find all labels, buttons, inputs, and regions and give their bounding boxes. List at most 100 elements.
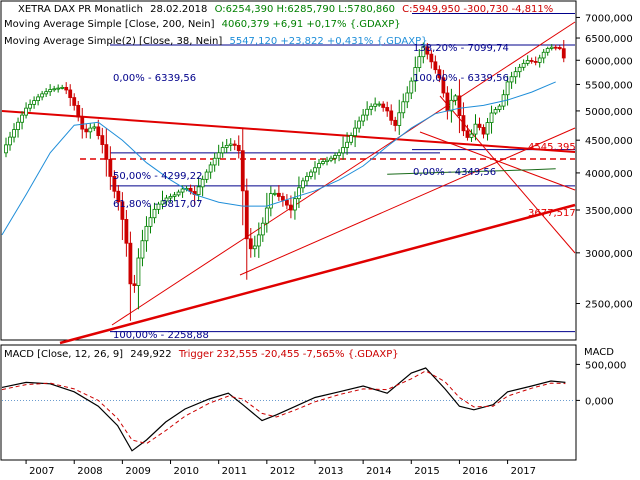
candle-body xyxy=(381,103,386,108)
candle-body xyxy=(353,127,358,136)
candle-body xyxy=(224,144,229,148)
macd-axis-title: MACD xyxy=(584,347,614,358)
price-tick-label: 5500,000 xyxy=(585,80,633,91)
price-tick-label: 3500,000 xyxy=(585,206,633,217)
candle-body xyxy=(232,143,237,146)
channel-upper-line xyxy=(111,21,576,326)
candle-body xyxy=(108,158,113,177)
candle-body xyxy=(433,61,438,71)
candle-body xyxy=(84,128,89,133)
candle-body xyxy=(124,219,129,244)
fib-lines xyxy=(110,13,575,333)
sma200-value: 4060,379 +6,91 +0,17% {.GDAXP} xyxy=(222,19,401,30)
candle-body xyxy=(72,97,77,106)
candle-body xyxy=(497,105,502,110)
candle-body xyxy=(557,47,562,50)
candle-body xyxy=(284,199,289,206)
candle-body xyxy=(369,105,374,110)
long-resistance-line xyxy=(1,110,576,153)
header-date: 28.02.2018 xyxy=(150,4,207,15)
price-tick-label: 6500,000 xyxy=(585,34,633,45)
candle-body xyxy=(425,46,430,55)
candle-body xyxy=(208,164,213,173)
price-tick-label: 6000,000 xyxy=(585,56,633,67)
candle-body xyxy=(132,283,137,286)
candle-body xyxy=(493,109,498,114)
time-tick-label: 2015 xyxy=(414,466,439,477)
candle-body xyxy=(136,257,141,286)
candle-body xyxy=(533,61,538,63)
time-tick-label: 2013 xyxy=(318,466,343,477)
candle-body xyxy=(216,152,221,159)
candle-body xyxy=(389,110,394,121)
candle-body xyxy=(457,95,462,116)
candle-body xyxy=(313,167,317,173)
sma38-name: Moving Average Simple(2) [Close, 38, Nei… xyxy=(4,36,222,47)
candle-body xyxy=(453,95,458,101)
candle-body xyxy=(413,67,418,82)
candle-body xyxy=(96,126,101,136)
candle-body xyxy=(228,143,233,146)
candle-body xyxy=(397,112,402,126)
candle-body xyxy=(429,53,434,63)
candle-body xyxy=(152,208,157,219)
candle-body xyxy=(317,163,321,169)
candle-body xyxy=(128,242,133,285)
candle-body xyxy=(68,89,73,98)
candle-body xyxy=(172,194,177,197)
candle-body xyxy=(469,133,474,138)
candle-body xyxy=(236,144,241,152)
candle-body xyxy=(268,193,273,209)
candle-body xyxy=(441,77,446,94)
candle-body xyxy=(144,225,149,242)
fib-618-label: 61,80% - 3817,07 xyxy=(113,199,202,210)
candles xyxy=(4,40,566,321)
candle-body xyxy=(545,48,550,53)
candle-body xyxy=(36,96,41,102)
candle-body xyxy=(48,89,53,93)
candle-body xyxy=(365,108,370,116)
candle-body xyxy=(248,238,253,250)
candle-body xyxy=(28,103,32,109)
candle-body xyxy=(341,147,345,154)
fib-0-left-label: 0,00% - 6339,56 xyxy=(113,73,196,84)
candle-body xyxy=(264,207,269,224)
candle-body xyxy=(140,240,145,259)
time-axis: 2007 2008 2009 2010 2011 2012 2013 2014 2015 2016… xyxy=(25,460,536,477)
candle-body xyxy=(377,103,382,106)
header-close: C:5949,950 -300,730 -4,811% xyxy=(402,4,553,15)
candle-body xyxy=(549,46,554,49)
candle-body xyxy=(204,171,209,180)
candle-body xyxy=(529,60,534,62)
sma38-legend: Moving Average Simple(2) [Close, 38, Nei… xyxy=(4,36,428,47)
sma38-value: 5547,120 +23,822 +0,431% {.GDAXP} xyxy=(229,36,427,47)
channel-lower-line xyxy=(239,127,576,276)
candle-body xyxy=(80,116,85,130)
candle-body xyxy=(92,126,97,129)
candle-body xyxy=(321,161,325,164)
macd-trigger: Trigger 232,555 -20,455 -7,565% {.GDAXP} xyxy=(178,349,399,360)
sma200-name: Moving Average Simple [Close, 200, Nein] xyxy=(4,19,215,30)
candle-body xyxy=(16,121,20,130)
candle-body xyxy=(180,188,185,193)
candle-body xyxy=(337,152,341,156)
candle-body xyxy=(56,87,61,90)
candle-body xyxy=(88,127,93,133)
candle-body xyxy=(477,123,482,128)
level-4545-label: 4545,395 xyxy=(528,142,576,153)
macd-lines xyxy=(1,367,575,452)
candle-body xyxy=(148,217,153,227)
header-ohlc: O:6254,390 H:6285,790 L:5780,860 xyxy=(215,4,395,15)
candle-body xyxy=(256,234,261,247)
fib-100-right-label: 100,00% - 6339,56 xyxy=(413,73,509,84)
fib-0-right-label: 0,00% - 4349,56 xyxy=(413,167,496,178)
candle-body xyxy=(473,123,478,135)
time-tick-label: 2012 xyxy=(270,466,295,477)
candle-body xyxy=(329,157,333,161)
candle-body xyxy=(489,112,494,123)
candle-body xyxy=(20,114,24,123)
candle-body xyxy=(401,101,406,114)
time-tick-label: 2007 xyxy=(29,466,54,477)
instrument-title: XETRA DAX PR Monatlich 28.02.2018 O:6254… xyxy=(18,4,553,15)
candle-body xyxy=(272,192,277,195)
